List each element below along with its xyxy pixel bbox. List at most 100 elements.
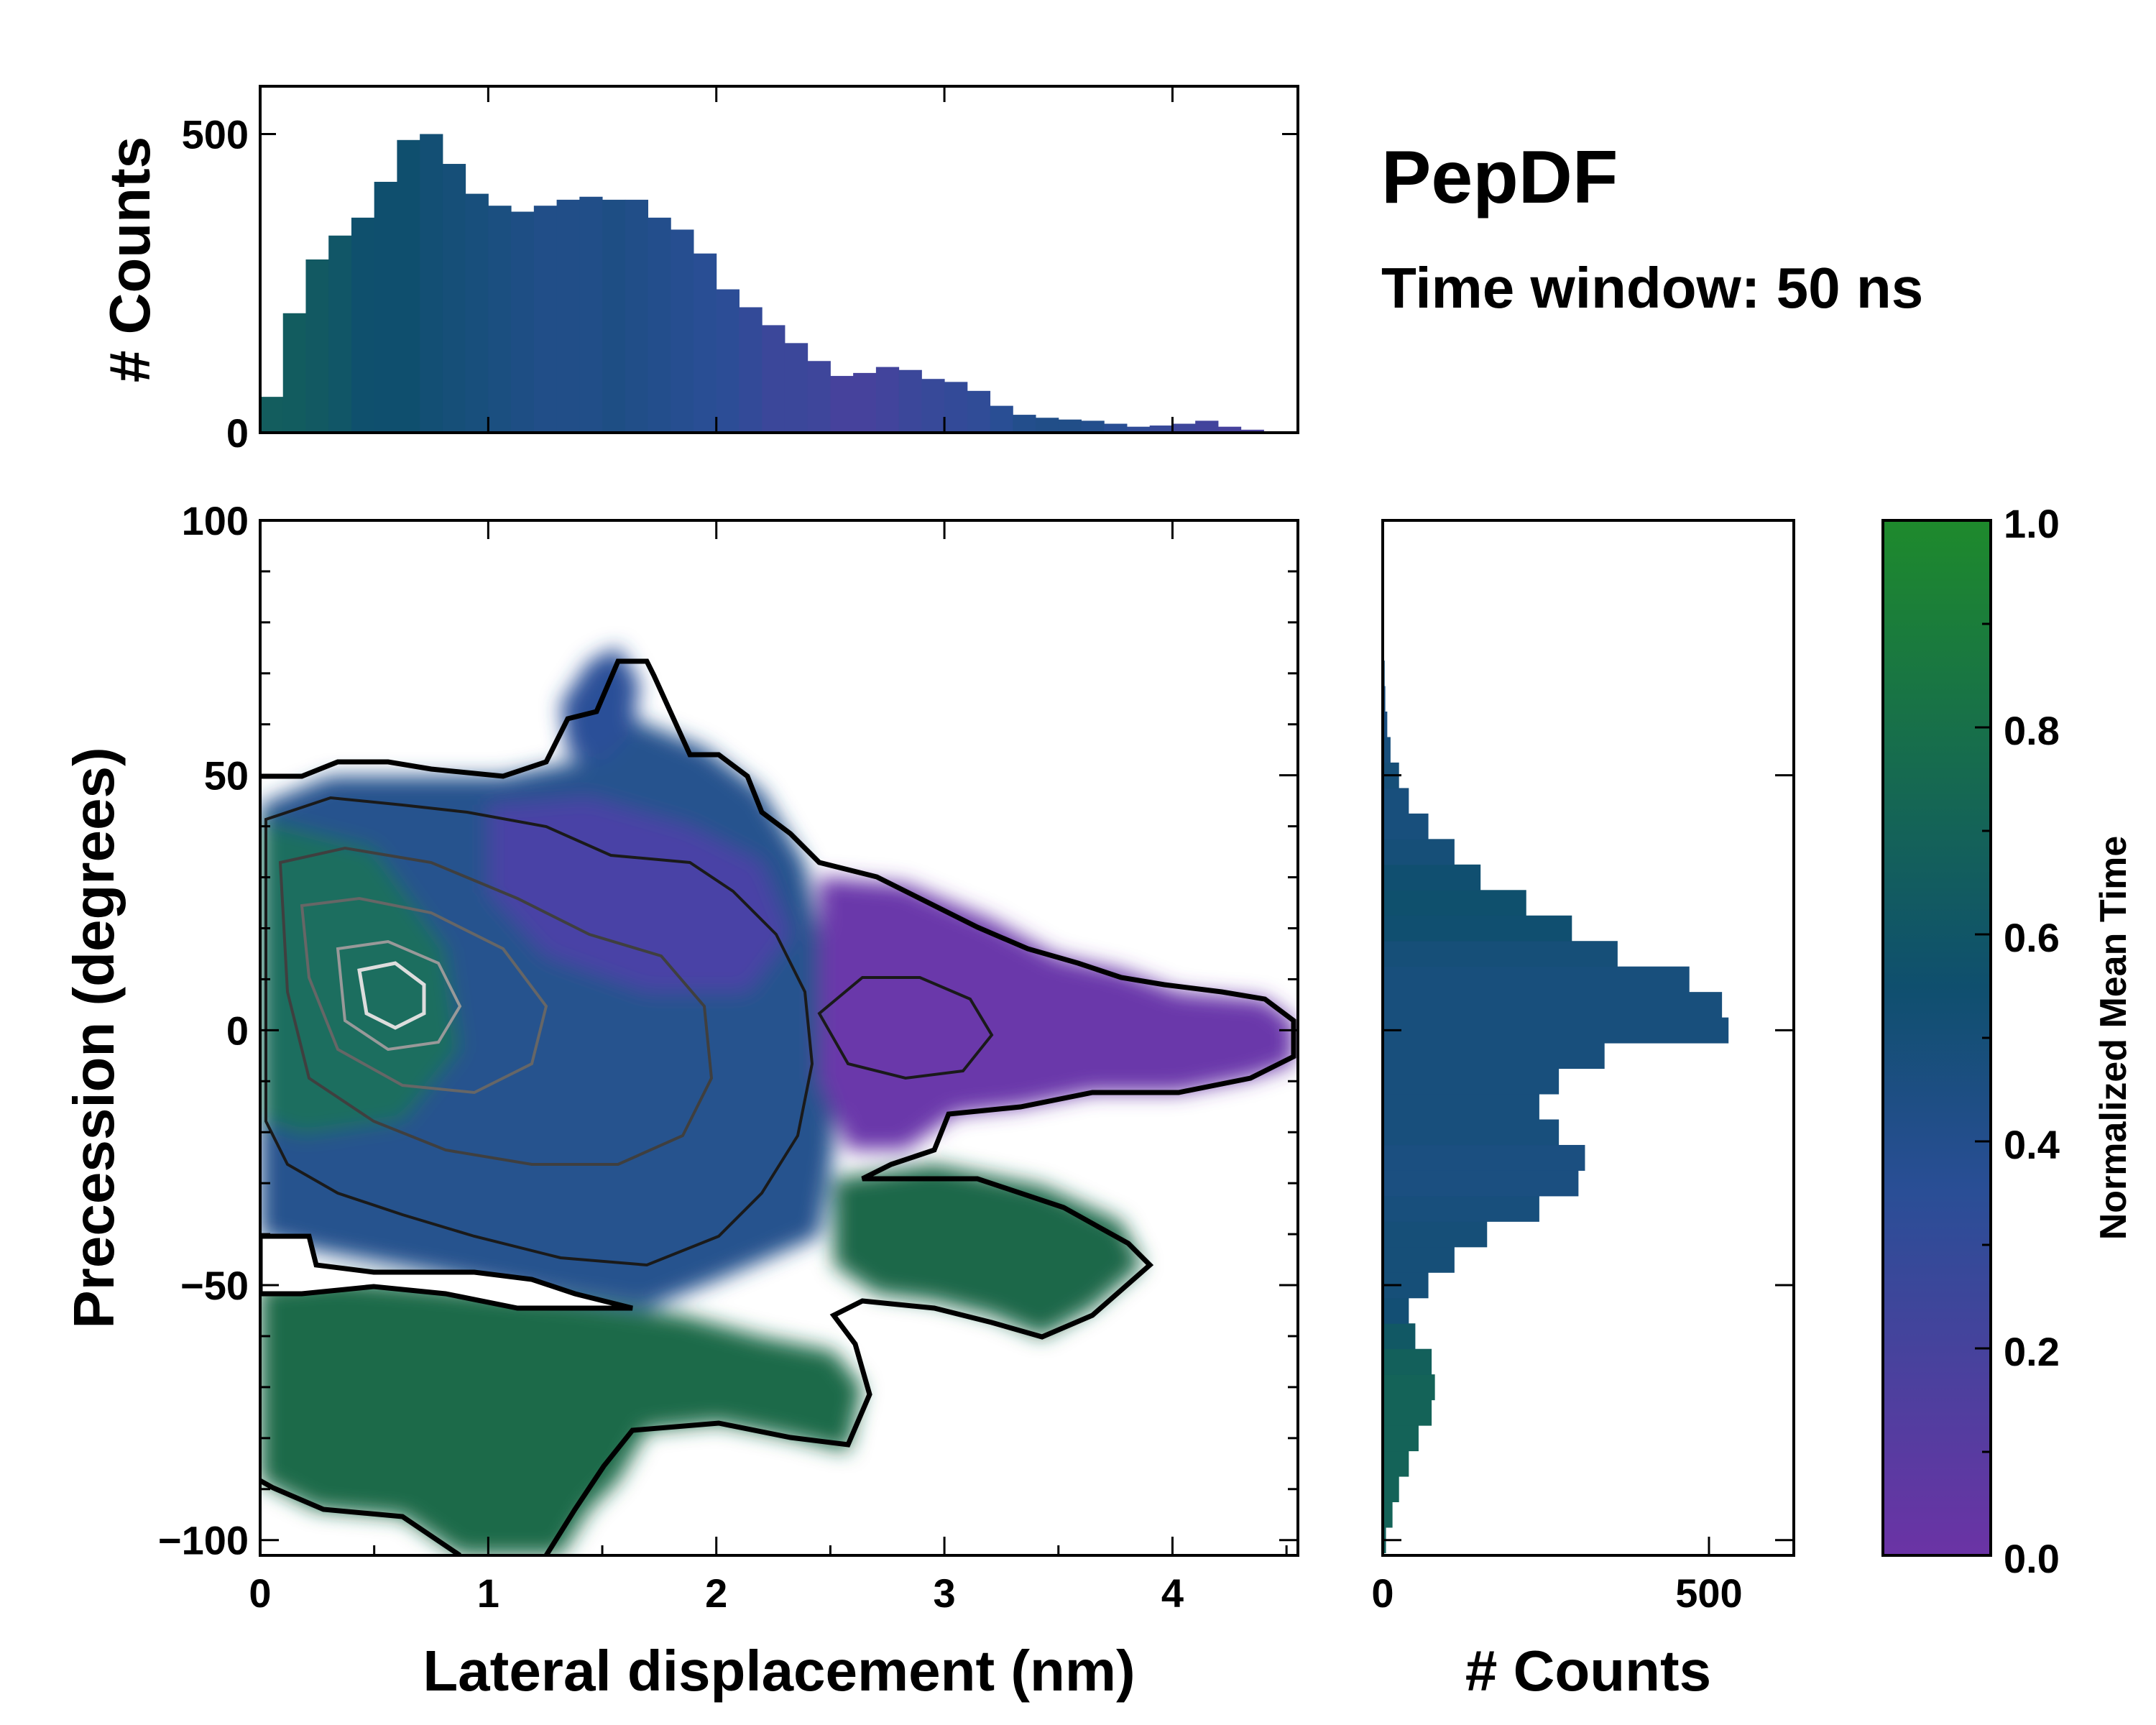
top-histogram-bar <box>807 361 831 433</box>
top-histogram-bar <box>967 390 991 433</box>
colorbar-tick-label: 0.0 <box>2004 1536 2060 1581</box>
main-xtick-label: 0 <box>249 1570 271 1616</box>
main-ytick-label: −50 <box>180 1263 249 1308</box>
right-histogram-bar <box>1383 1374 1435 1401</box>
colorbar-tick-label: 0.2 <box>2004 1329 2060 1374</box>
top-histogram-bars <box>260 134 1287 433</box>
right-histogram-bar <box>1383 1297 1409 1324</box>
top-histogram-bar <box>511 211 535 433</box>
top-histogram-bar <box>260 397 284 433</box>
top-histogram-bar <box>533 206 558 433</box>
main-ylabel: Precession (degrees) <box>62 747 126 1328</box>
region-right-arm <box>819 877 1294 1150</box>
top-ytick-label: 0 <box>226 410 249 456</box>
figure-title: PepDF <box>1381 136 1618 219</box>
right-histogram-bar <box>1383 1119 1560 1146</box>
colorbar-tick-label: 0.4 <box>2004 1122 2060 1167</box>
right-histogram-bar <box>1383 839 1455 865</box>
colorbar-label: Normalized Mean Time <box>2093 836 2134 1241</box>
top-ytick-label: 500 <box>182 111 249 157</box>
main-xtick-label: 1 <box>477 1570 499 1616</box>
top-histogram-frame <box>259 85 1299 434</box>
top-histogram-bar <box>282 313 306 433</box>
gap-outline <box>260 1233 633 1311</box>
heatmap-field <box>260 647 1296 1555</box>
right-histogram-bar <box>1383 1450 1409 1477</box>
right-histogram-bar <box>1383 941 1618 967</box>
top-histogram-bar <box>420 134 443 433</box>
contour-inner-2 <box>300 896 548 1095</box>
right-histogram-bar <box>1383 1170 1579 1197</box>
top-histogram-bar <box>579 196 603 433</box>
main-xlabel: Lateral displacement (nm) <box>423 1639 1135 1703</box>
colorbar-tick-label: 1.0 <box>2004 501 2060 546</box>
right-histogram-bar <box>1383 1017 1729 1044</box>
main-ytick-label: 100 <box>182 498 249 543</box>
right-histogram-bar <box>1383 1043 1605 1070</box>
top-histogram-bar <box>305 259 329 433</box>
top-histogram-bar <box>556 199 580 433</box>
top-histogram-bar <box>944 382 968 433</box>
main-xtick-label: 3 <box>934 1570 956 1616</box>
right-histogram-bar <box>1383 1221 1488 1248</box>
top-histogram-bar <box>397 139 420 433</box>
top-histogram-bar <box>990 405 1013 433</box>
top-histogram-ylabel: # Counts <box>98 137 162 382</box>
right-histogram-bar <box>1383 1425 1419 1452</box>
main-xtick-label: 2 <box>705 1570 727 1616</box>
heatmap-regions <box>260 647 1294 1555</box>
top-histogram-bar <box>1126 426 1151 433</box>
top-histogram-bar <box>830 376 854 433</box>
top-histogram-bar <box>716 289 740 433</box>
main-ytick-label: −100 <box>158 1518 249 1563</box>
right-histogram-bar <box>1383 915 1572 942</box>
top-histogram-bar <box>1240 429 1264 433</box>
top-histogram-bar <box>1217 426 1242 433</box>
top-histogram-bar <box>465 193 489 433</box>
top-histogram-bar <box>1058 419 1082 433</box>
right-histogram-bar <box>1383 1094 1539 1120</box>
contour-peak <box>357 961 426 1030</box>
top-histogram-bar <box>351 217 375 433</box>
colorbar-tick-label: 0.8 <box>2004 708 2060 753</box>
main-xtick-label: 4 <box>1161 1570 1184 1616</box>
main-heatmap-ticks: 0 1 2 3 4 −100 −50 0 50 100 <box>158 498 1298 1616</box>
figure-subtitle: Time window: 50 ns <box>1381 256 1923 320</box>
right-histogram-bar <box>1383 1476 1399 1503</box>
right-histogram-bar <box>1383 864 1481 891</box>
top-histogram-bar <box>693 253 717 433</box>
right-histogram-bar <box>1383 992 1723 1018</box>
contour-inner-1 <box>278 846 714 1166</box>
top-histogram-bar <box>602 199 626 433</box>
right-histogram-bar <box>1383 788 1409 814</box>
support-outline <box>260 658 1296 1555</box>
top-histogram-bar <box>328 235 352 433</box>
right-xtick-label: 0 <box>1371 1570 1393 1616</box>
main-heatmap-frame <box>259 519 1299 1557</box>
right-histogram-xlabel: # Counts <box>1465 1639 1711 1703</box>
right-histogram-bar <box>1383 1068 1560 1095</box>
main-heatmap: 0 1 2 3 4 −100 −50 0 50 100 Lateral displacement … <box>62 498 1299 1703</box>
right-histogram-bar <box>1383 1399 1432 1426</box>
top-histogram-bar <box>671 229 694 433</box>
top-histogram-bar <box>1081 420 1105 433</box>
top-histogram-bar <box>1172 423 1196 433</box>
top-histogram-ticks: 0 500 <box>182 86 1298 456</box>
right-histogram-bars <box>1383 635 1729 1553</box>
top-histogram: 0 500 # Counts <box>98 85 1299 456</box>
top-histogram-bar <box>921 379 945 433</box>
right-histogram-bar <box>1383 1144 1585 1171</box>
right-histogram-bar <box>1383 1195 1539 1222</box>
right-histogram-bar <box>1383 737 1391 763</box>
region-mid-purple <box>489 798 791 992</box>
colorbar-tick-label: 0.6 <box>2004 915 2060 960</box>
top-histogram-bar <box>762 325 786 433</box>
contour-inner-3 <box>336 939 462 1052</box>
top-histogram-bar <box>648 217 671 433</box>
right-xtick-label: 500 <box>1675 1570 1742 1616</box>
top-histogram-bar <box>1036 418 1059 433</box>
right-histogram-frame <box>1381 519 1795 1557</box>
top-histogram-bar <box>1013 415 1036 433</box>
contour-outer <box>264 796 814 1267</box>
